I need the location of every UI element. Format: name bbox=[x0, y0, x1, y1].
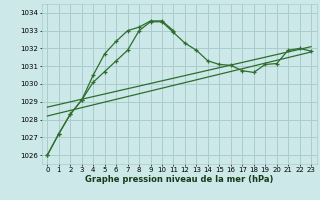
X-axis label: Graphe pression niveau de la mer (hPa): Graphe pression niveau de la mer (hPa) bbox=[85, 175, 273, 184]
